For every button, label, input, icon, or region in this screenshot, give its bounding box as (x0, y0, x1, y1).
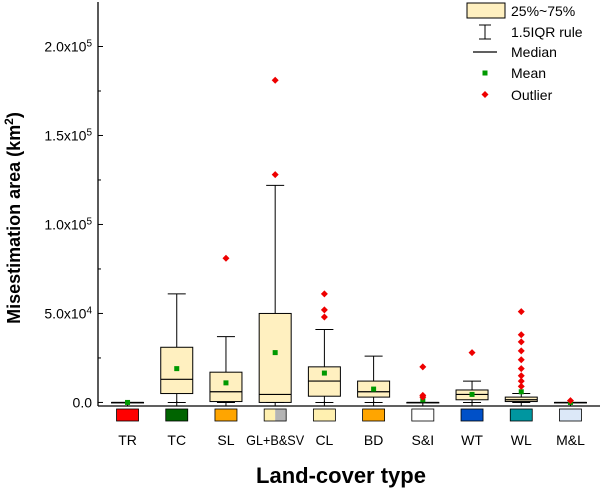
land-cover-swatch (214, 408, 238, 422)
outlier-marker (468, 349, 476, 357)
outlier-marker (517, 308, 525, 316)
outlier-marker (517, 382, 525, 390)
y-tick-mantissa: 1.5x10 (44, 127, 86, 143)
land-cover-swatch (509, 408, 533, 422)
outlier-marker (517, 365, 525, 373)
outlier-marker (271, 171, 279, 179)
land-cover-swatch (312, 408, 336, 422)
box-gl-b-sv (258, 76, 292, 403)
x-category-label: M&L (556, 432, 585, 448)
y-axis-title-sup: 2 (2, 118, 16, 125)
y-tick-exponent: 5 (86, 216, 92, 227)
y-axis-title-close: ) (4, 112, 24, 118)
legend-box-swatch (466, 2, 506, 19)
y-tick-exponent: 4 (86, 305, 92, 316)
x-category-label: WL (511, 432, 532, 448)
y-tick-label: 1.5x105 (44, 127, 92, 144)
land-cover-swatch (559, 408, 582, 422)
y-tick-exponent: 5 (86, 38, 92, 49)
outlier-marker (517, 356, 525, 364)
iqr-box (258, 312, 292, 403)
box-tr (111, 399, 145, 405)
outlier-marker (517, 347, 525, 355)
mean-marker (223, 380, 229, 386)
x-category-label: CL (315, 432, 333, 448)
legend-mean-marker (482, 70, 488, 76)
box-bd (357, 355, 391, 403)
land-cover-swatch (116, 408, 139, 422)
y-tick-label: 2.0x105 (44, 38, 92, 55)
land-cover-swatch (411, 408, 435, 422)
mean-marker (518, 389, 524, 395)
y-tick-mantissa: 2.0x10 (44, 38, 86, 54)
box-m-l (553, 397, 587, 405)
plot-area (111, 76, 587, 405)
box-wt (455, 349, 489, 403)
outlier-marker (222, 254, 230, 262)
outlier-marker (320, 313, 328, 321)
land-cover-swatch (165, 408, 189, 422)
outlier-marker (566, 397, 574, 405)
legend-label: 1.5IQR rule (511, 24, 583, 40)
mean-marker (321, 370, 327, 376)
legend-label: Median (511, 44, 557, 60)
land-cover-swatch-border (263, 408, 287, 422)
land-cover-swatch (362, 408, 386, 422)
legend-outlier-marker (481, 91, 489, 98)
x-category-label: WT (461, 432, 483, 448)
y-tick-label: 1.0x105 (44, 216, 92, 233)
box-sl (209, 254, 243, 403)
y-tick-exponent: 5 (86, 127, 92, 138)
outlier-marker (419, 391, 427, 399)
x-category-label: TC (167, 432, 186, 448)
box-tc (160, 293, 194, 403)
y-tick-mantissa: 5.0x10 (44, 305, 86, 321)
box-cl (307, 290, 341, 403)
mean-marker (469, 391, 475, 397)
x-category-label: SL (217, 432, 234, 448)
box-wl (504, 308, 538, 403)
y-tick-mantissa: 0.0 (73, 394, 93, 410)
land-cover-swatch (460, 408, 484, 422)
legend-label: 25%~75% (511, 3, 575, 19)
box-s-i (406, 363, 440, 404)
mean-marker (371, 386, 377, 392)
outlier-marker (517, 338, 525, 346)
x-category-label: S&I (412, 432, 435, 448)
land-cover-swatch-right (275, 409, 287, 421)
y-tick-label: 0.0 (73, 394, 93, 410)
x-category-label: TR (118, 432, 137, 448)
iqr-box (209, 371, 243, 403)
legend-label: Outlier (511, 87, 553, 103)
outlier-marker (320, 306, 328, 314)
outlier-marker (419, 363, 427, 371)
legend-label: Mean (511, 65, 546, 81)
y-tick-mantissa: 1.0x10 (44, 216, 86, 232)
y-axis-title-base: Misestimation area (km (4, 125, 24, 324)
outlier-marker (271, 76, 279, 84)
mean-marker (272, 350, 278, 356)
x-category-label: GL+B&SV (246, 432, 305, 448)
outlier-marker (517, 372, 525, 380)
outlier-marker (320, 290, 328, 298)
x-axis-title: Land-cover type (256, 463, 426, 488)
x-category-label: BD (364, 432, 383, 448)
outlier-marker (517, 377, 525, 385)
outlier-marker (517, 331, 525, 339)
mean-marker (125, 399, 131, 405)
legend: 25%~75% 1.5IQR rule Median Mean Outlier (466, 2, 583, 103)
land-cover-swatch-left (264, 409, 276, 421)
mean-marker (174, 366, 180, 372)
y-tick-label: 5.0x104 (44, 305, 92, 322)
y-axis-title: Misestimation area (km2) (2, 112, 24, 324)
